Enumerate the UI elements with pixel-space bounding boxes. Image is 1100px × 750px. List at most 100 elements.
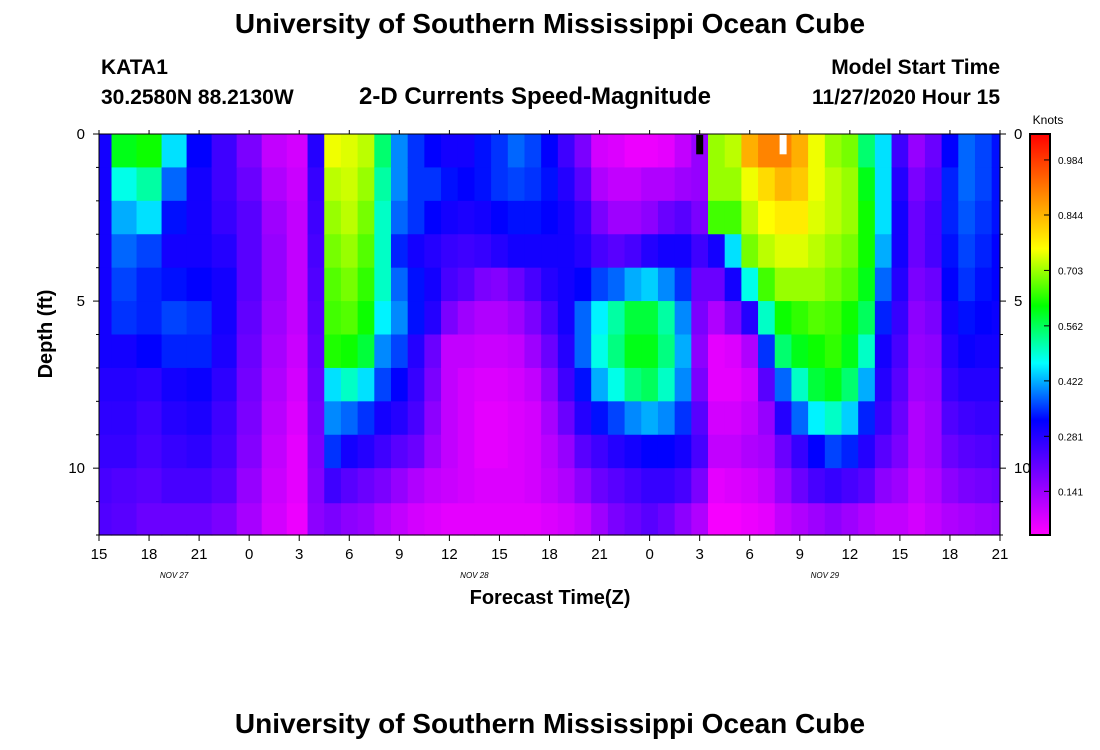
heatmap-cell [524,301,542,336]
heatmap-cell [374,468,392,504]
heatmap-cell [858,367,876,402]
heatmap-cell [908,503,926,536]
heatmap-cell [941,134,959,169]
heatmap-cell [307,200,325,235]
heatmap-cell [407,234,425,269]
heatmap-cell [161,301,188,336]
heatmap-cell [340,367,359,402]
heatmap-cell [674,167,692,202]
heatmap-cell [99,301,113,336]
heatmap-cell [991,234,1001,269]
date-labels: NOV 27 NOV 28 NOV 29 [160,571,840,580]
heatmap-cell [574,134,592,169]
heatmap-cell [286,503,309,536]
heatmap-cell [111,267,138,302]
heatmap-cell [808,434,826,469]
heatmap-cell [741,200,759,235]
y-axis-ticks: 0 0 5 5 10 10 [68,126,1031,536]
colorbar-tick-label: 0.281 [1058,432,1083,443]
heatmap-cell [758,503,776,536]
heatmap-cell [824,200,843,235]
heatmap-cell [541,301,559,336]
heatmap-cell [808,468,826,504]
heatmap-cell [324,267,342,302]
heatmap-cell [524,367,542,402]
heatmap-cell [99,167,113,202]
heatmap-cell [424,434,442,469]
heatmap-cell [161,367,188,402]
heatmap-cell [407,468,425,504]
heatmap-cell [641,367,659,402]
heatmap-cell [557,367,576,402]
heatmap-cell [858,401,876,436]
heatmap-cell [858,334,876,369]
heatmap-cell [724,167,742,202]
heatmap-cell [161,503,188,536]
heatmap-cell [624,334,642,369]
heatmap-cell [390,134,409,169]
heatmap-cell [211,234,238,269]
heatmap-cell [557,503,576,536]
heatmap-cell [111,401,138,436]
heatmap-cell [674,200,692,235]
heatmap-cell [741,367,759,402]
heatmap-cell [507,234,526,269]
heatmap-cell [541,334,559,369]
heatmap-cell [858,301,876,336]
heatmap-cell [541,200,559,235]
heatmap-cell [724,468,742,504]
heatmap-cell [424,234,442,269]
heatmap-cell [390,434,409,469]
heatmap-cell [974,401,993,436]
heatmap-cell [941,267,959,302]
heatmap-cell [340,468,359,504]
heatmap-cell [841,468,859,504]
heatmap-cell [236,401,263,436]
heatmap-cell [286,134,309,169]
heatmap-cell [99,503,113,536]
heatmap-cell [908,167,926,202]
y-tick-label-right: 5 [1014,293,1022,310]
chart-title: University of Southern Mississippi Ocean… [234,8,866,39]
heatmap-cell [340,334,359,369]
heatmap-cell [891,334,909,369]
heatmap-cell [541,503,559,536]
heatmap-cell [474,200,492,235]
heatmap-cell [136,134,163,169]
heatmap-cell [924,503,943,536]
heatmap-cell [374,334,392,369]
heatmap-cell [211,468,238,504]
heatmap-cell [374,503,392,536]
heatmap-cell [974,468,993,504]
heatmap-cell [774,503,793,536]
heatmap-cell [724,367,742,402]
heatmap-cell [607,301,626,336]
heatmap-cell [874,200,893,235]
heatmap-cell [674,234,692,269]
heatmap-cell [457,503,476,536]
heatmap-cell [808,267,826,302]
heatmap-cell [261,367,288,402]
colorbar-label: Knots [1033,113,1064,127]
heatmap-cell [474,503,492,536]
heatmap-cell [774,267,793,302]
heatmap-cell [691,301,709,336]
heatmap-cell [261,434,288,469]
heatmap-cell [758,434,776,469]
heatmap-cell [607,267,626,302]
heatmap-cell [474,234,492,269]
heatmap-cell [441,301,459,336]
heatmap-cell [708,134,726,169]
heatmap-cell [874,334,893,369]
heatmap-cell [824,367,843,402]
heatmap-cell [641,468,659,504]
heatmap-cell [974,167,993,202]
heatmap-cell [236,434,263,469]
heatmap-cell [691,234,709,269]
heatmap-cell [457,167,476,202]
heatmap-cell [874,267,893,302]
heatmap-cell [858,200,876,235]
heatmap-cell [624,367,642,402]
heatmap-cell [99,234,113,269]
heatmap-cell [236,367,263,402]
